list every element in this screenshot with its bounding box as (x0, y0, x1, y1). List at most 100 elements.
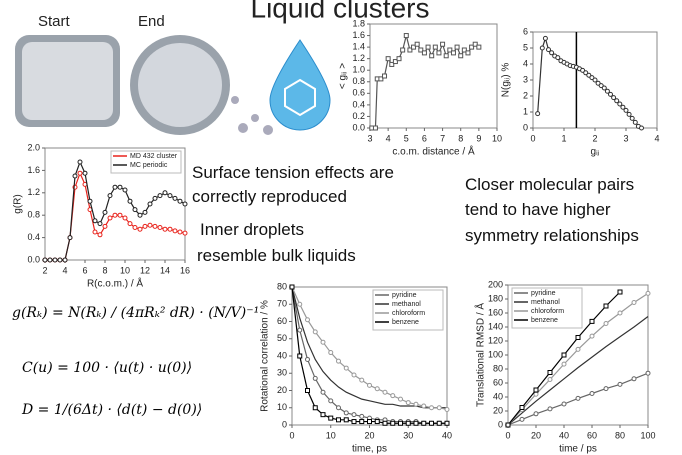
marker (152, 195, 158, 201)
marker (382, 389, 388, 395)
marker (432, 44, 438, 50)
pyridine-drop-icon (269, 39, 331, 131)
x-tick-label: 40 (442, 430, 452, 440)
caption: Surface tension effects are (192, 163, 394, 182)
marker (82, 170, 88, 176)
x-tick-label: 8 (102, 265, 107, 275)
cluster-start (15, 35, 120, 127)
x-tick-label: 8 (458, 133, 463, 143)
y-tick-label: 20 (493, 405, 503, 415)
y-tick-label: 140 (488, 321, 503, 331)
marker (639, 125, 644, 131)
marker (77, 170, 83, 176)
y-tick-label: 1.4 (352, 41, 365, 51)
marker (117, 184, 123, 190)
marker (351, 412, 357, 418)
x-tick-label: 60 (587, 430, 597, 440)
marker (546, 47, 551, 53)
marker (589, 333, 595, 339)
y-tick-label: 1.6 (352, 30, 365, 40)
x-axis-label: time / ps (559, 444, 597, 455)
marker (645, 370, 651, 376)
marker (87, 198, 93, 204)
y-tick-label: 1.0 (352, 65, 365, 75)
y-tick-label: 20 (277, 385, 287, 395)
marker (177, 198, 183, 204)
marker (398, 420, 403, 426)
x-tick-label: 1 (561, 133, 566, 143)
marker (52, 257, 58, 263)
legend-label: MD 432 cluster (130, 153, 178, 160)
x-tick-label: 12 (140, 265, 150, 275)
marker (312, 375, 318, 381)
marker (561, 401, 567, 407)
y-tick-label: 1.8 (352, 18, 365, 28)
y-axis-label: g(R) (13, 194, 24, 213)
y-tick-label: 0.0 (352, 122, 365, 132)
x-tick-label: 4 (654, 133, 659, 143)
series-line (507, 316, 649, 426)
marker (547, 377, 553, 382)
equation: g(Rₖ) = N(Rₖ) / (4πRₖ² dR) · (N/V)⁻¹ (12, 305, 260, 321)
marker (447, 47, 453, 53)
marker (157, 193, 163, 199)
x-tick-label: 16 (180, 265, 190, 275)
marker (580, 67, 586, 73)
marker (336, 358, 341, 364)
marker (137, 226, 143, 232)
marker (67, 235, 73, 241)
marker (575, 335, 581, 340)
marker (297, 327, 303, 333)
series-line (45, 160, 186, 261)
x-axis-label: c.o.m. distance / Å (392, 145, 475, 158)
marker (547, 370, 553, 375)
marker (367, 419, 372, 425)
legend-label: MC periodic (130, 162, 168, 169)
x-axis-label: time, ps (352, 444, 387, 455)
marker (127, 221, 133, 227)
x-tick-label: 10 (492, 133, 502, 143)
legend-label: methanol (392, 301, 421, 308)
marker (182, 230, 188, 236)
legend-label: chloroform (531, 308, 564, 315)
marker (112, 212, 118, 218)
marker (328, 350, 334, 356)
marker (421, 403, 427, 409)
y-tick-label: 0.4 (27, 232, 40, 242)
y-tick-label: 1.6 (27, 165, 40, 175)
marker (603, 386, 609, 392)
y-tick-label: 80 (493, 363, 503, 373)
marker (589, 318, 595, 324)
x-tick-label: 6 (82, 265, 87, 275)
marker (421, 420, 427, 426)
marker (142, 209, 148, 215)
marker (631, 300, 637, 305)
marker (617, 289, 623, 295)
marker (102, 223, 108, 229)
marker (127, 198, 133, 204)
x-tick-label: 7 (440, 133, 445, 143)
marker (458, 53, 464, 59)
equation: D = 1/(6Δt) · ⟨d(t) − d(0)⟩ (22, 402, 203, 418)
caption: resemble bulk liquids (197, 246, 356, 265)
marker (343, 417, 349, 423)
marker (472, 41, 478, 47)
y-tick-label: 60 (277, 316, 287, 326)
x-tick-label: 30 (403, 430, 413, 440)
y-tick-label: 0.2 (352, 111, 365, 121)
marker (182, 201, 188, 207)
marker (367, 382, 372, 388)
marker (405, 400, 411, 406)
marker (583, 70, 589, 76)
y-tick-label: 120 (488, 335, 503, 345)
y-tick-label: 160 (488, 307, 503, 317)
x-tick-label: 0 (505, 430, 510, 440)
marker (382, 420, 388, 426)
y-tick-label: 10 (277, 402, 287, 412)
marker (575, 395, 581, 401)
marker (62, 257, 68, 263)
marker (132, 207, 138, 213)
y-tick-label: 1.2 (27, 187, 40, 197)
marker (555, 55, 561, 61)
